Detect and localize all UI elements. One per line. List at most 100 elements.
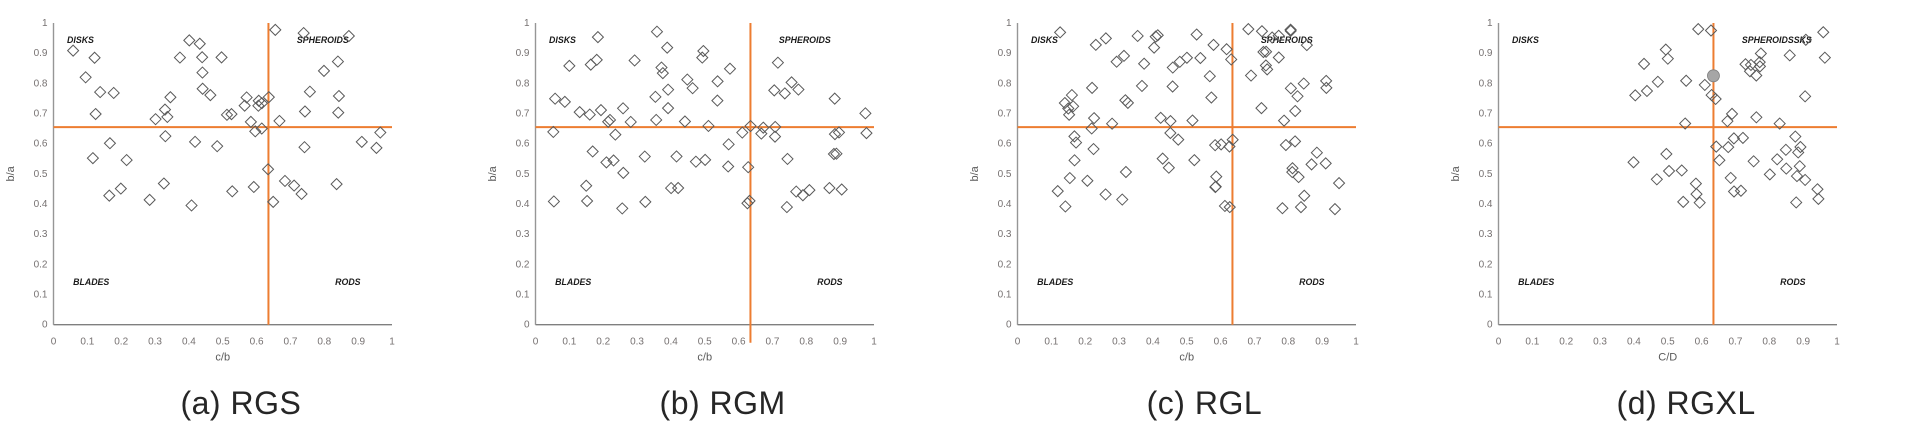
- svg-text:0.2: 0.2: [515, 259, 529, 270]
- svg-text:0: 0: [532, 337, 538, 348]
- svg-text:RODS: RODS: [1780, 277, 1806, 287]
- svg-text:0.6: 0.6: [997, 139, 1011, 150]
- svg-text:0.2: 0.2: [596, 337, 610, 348]
- svg-text:RODS: RODS: [817, 277, 843, 287]
- svg-text:BLADES: BLADES: [555, 277, 591, 287]
- svg-text:0.3: 0.3: [997, 229, 1011, 240]
- svg-text:0.6: 0.6: [731, 337, 745, 348]
- svg-text:0.2: 0.2: [1479, 259, 1493, 270]
- svg-text:1: 1: [871, 337, 877, 348]
- svg-text:0.9: 0.9: [515, 48, 529, 59]
- svg-text:0.8: 0.8: [1479, 78, 1493, 89]
- svg-text:0.3: 0.3: [630, 337, 644, 348]
- svg-text:c/b: c/b: [1179, 352, 1194, 364]
- svg-text:0.3: 0.3: [34, 229, 48, 240]
- svg-text:1: 1: [524, 18, 530, 29]
- svg-text:0.2: 0.2: [1078, 337, 1092, 348]
- svg-text:0.1: 0.1: [34, 290, 48, 301]
- svg-text:0.8: 0.8: [1281, 337, 1295, 348]
- svg-text:0.3: 0.3: [1479, 229, 1493, 240]
- svg-text:0.9: 0.9: [1479, 48, 1493, 59]
- svg-text:0: 0: [1005, 320, 1011, 331]
- svg-text:0.9: 0.9: [997, 48, 1011, 59]
- svg-text:0.8: 0.8: [1763, 337, 1777, 348]
- svg-text:b/a: b/a: [1450, 165, 1462, 181]
- svg-text:0.1: 0.1: [562, 337, 576, 348]
- svg-text:b/a: b/a: [5, 165, 17, 181]
- svg-text:0.4: 0.4: [515, 199, 529, 210]
- svg-text:DISKS: DISKS: [1512, 35, 1539, 45]
- svg-text:0.6: 0.6: [34, 139, 48, 150]
- svg-text:0.7: 0.7: [1479, 109, 1493, 120]
- svg-text:0.1: 0.1: [1044, 337, 1058, 348]
- svg-text:0.8: 0.8: [997, 78, 1011, 89]
- svg-text:0: 0: [42, 320, 48, 331]
- svg-text:DISKS: DISKS: [67, 35, 94, 45]
- svg-text:0.7: 0.7: [1247, 337, 1261, 348]
- svg-text:1: 1: [1834, 337, 1840, 348]
- svg-text:1: 1: [389, 337, 395, 348]
- svg-text:0: 0: [1496, 337, 1502, 348]
- svg-text:0.7: 0.7: [283, 337, 297, 348]
- svg-text:0.9: 0.9: [1796, 337, 1810, 348]
- svg-text:0.4: 0.4: [1627, 337, 1641, 348]
- svg-text:C/D: C/D: [1659, 352, 1678, 364]
- svg-text:b/a: b/a: [487, 165, 499, 181]
- svg-text:1: 1: [1353, 337, 1359, 348]
- svg-text:c/b: c/b: [215, 352, 230, 364]
- svg-text:BLADES: BLADES: [1518, 277, 1554, 287]
- svg-text:0.3: 0.3: [1112, 337, 1126, 348]
- svg-text:0.5: 0.5: [216, 337, 230, 348]
- svg-text:SPHEROIDS: SPHEROIDS: [297, 35, 349, 45]
- svg-text:1: 1: [1005, 18, 1011, 29]
- svg-text:0.5: 0.5: [34, 169, 48, 180]
- svg-text:0.5: 0.5: [1179, 337, 1193, 348]
- svg-text:0.9: 0.9: [833, 337, 847, 348]
- svg-text:0.3: 0.3: [515, 229, 529, 240]
- svg-text:0.1: 0.1: [80, 337, 94, 348]
- svg-text:0.1: 0.1: [997, 290, 1011, 301]
- svg-text:0.3: 0.3: [1593, 337, 1607, 348]
- svg-text:0: 0: [524, 320, 530, 331]
- svg-text:0.2: 0.2: [34, 259, 48, 270]
- svg-text:0.7: 0.7: [34, 109, 48, 120]
- svg-text:0.2: 0.2: [997, 259, 1011, 270]
- svg-text:b/a: b/a: [969, 165, 981, 181]
- svg-text:0: 0: [51, 337, 57, 348]
- svg-text:RODS: RODS: [335, 277, 361, 287]
- svg-text:0.6: 0.6: [515, 139, 529, 150]
- svg-text:0.8: 0.8: [317, 337, 331, 348]
- svg-text:0.2: 0.2: [114, 337, 128, 348]
- svg-text:0.8: 0.8: [515, 78, 529, 89]
- svg-text:0.1: 0.1: [1526, 337, 1540, 348]
- svg-text:0.6: 0.6: [1213, 337, 1227, 348]
- svg-text:0: 0: [1487, 320, 1493, 331]
- svg-text:0.5: 0.5: [1661, 337, 1675, 348]
- svg-text:0.6: 0.6: [250, 337, 264, 348]
- svg-text:0.1: 0.1: [515, 290, 529, 301]
- svg-text:DISKS: DISKS: [549, 35, 576, 45]
- svg-text:0.8: 0.8: [34, 78, 48, 89]
- svg-text:0.2: 0.2: [1559, 337, 1573, 348]
- svg-text:0.4: 0.4: [1145, 337, 1159, 348]
- svg-text:0.5: 0.5: [698, 337, 712, 348]
- svg-text:0.6: 0.6: [1695, 337, 1709, 348]
- svg-text:0.9: 0.9: [351, 337, 365, 348]
- svg-text:0.9: 0.9: [34, 48, 48, 59]
- svg-text:0.7: 0.7: [997, 109, 1011, 120]
- svg-text:0.1: 0.1: [1479, 290, 1493, 301]
- svg-text:0.5: 0.5: [1479, 169, 1493, 180]
- svg-text:RODS: RODS: [1299, 277, 1325, 287]
- svg-text:0.4: 0.4: [1479, 199, 1493, 210]
- svg-text:0.7: 0.7: [765, 337, 779, 348]
- svg-text:0.6: 0.6: [1479, 139, 1493, 150]
- svg-text:0.7: 0.7: [1729, 337, 1743, 348]
- svg-text:0.3: 0.3: [148, 337, 162, 348]
- svg-text:DISKS: DISKS: [1031, 35, 1058, 45]
- svg-text:0.9: 0.9: [1315, 337, 1329, 348]
- svg-text:0.4: 0.4: [182, 337, 196, 348]
- svg-text:0.7: 0.7: [515, 109, 529, 120]
- svg-text:c/b: c/b: [697, 352, 712, 364]
- svg-text:SPHEROIDSSKS: SPHEROIDSSKS: [1742, 35, 1812, 45]
- svg-text:0.5: 0.5: [997, 169, 1011, 180]
